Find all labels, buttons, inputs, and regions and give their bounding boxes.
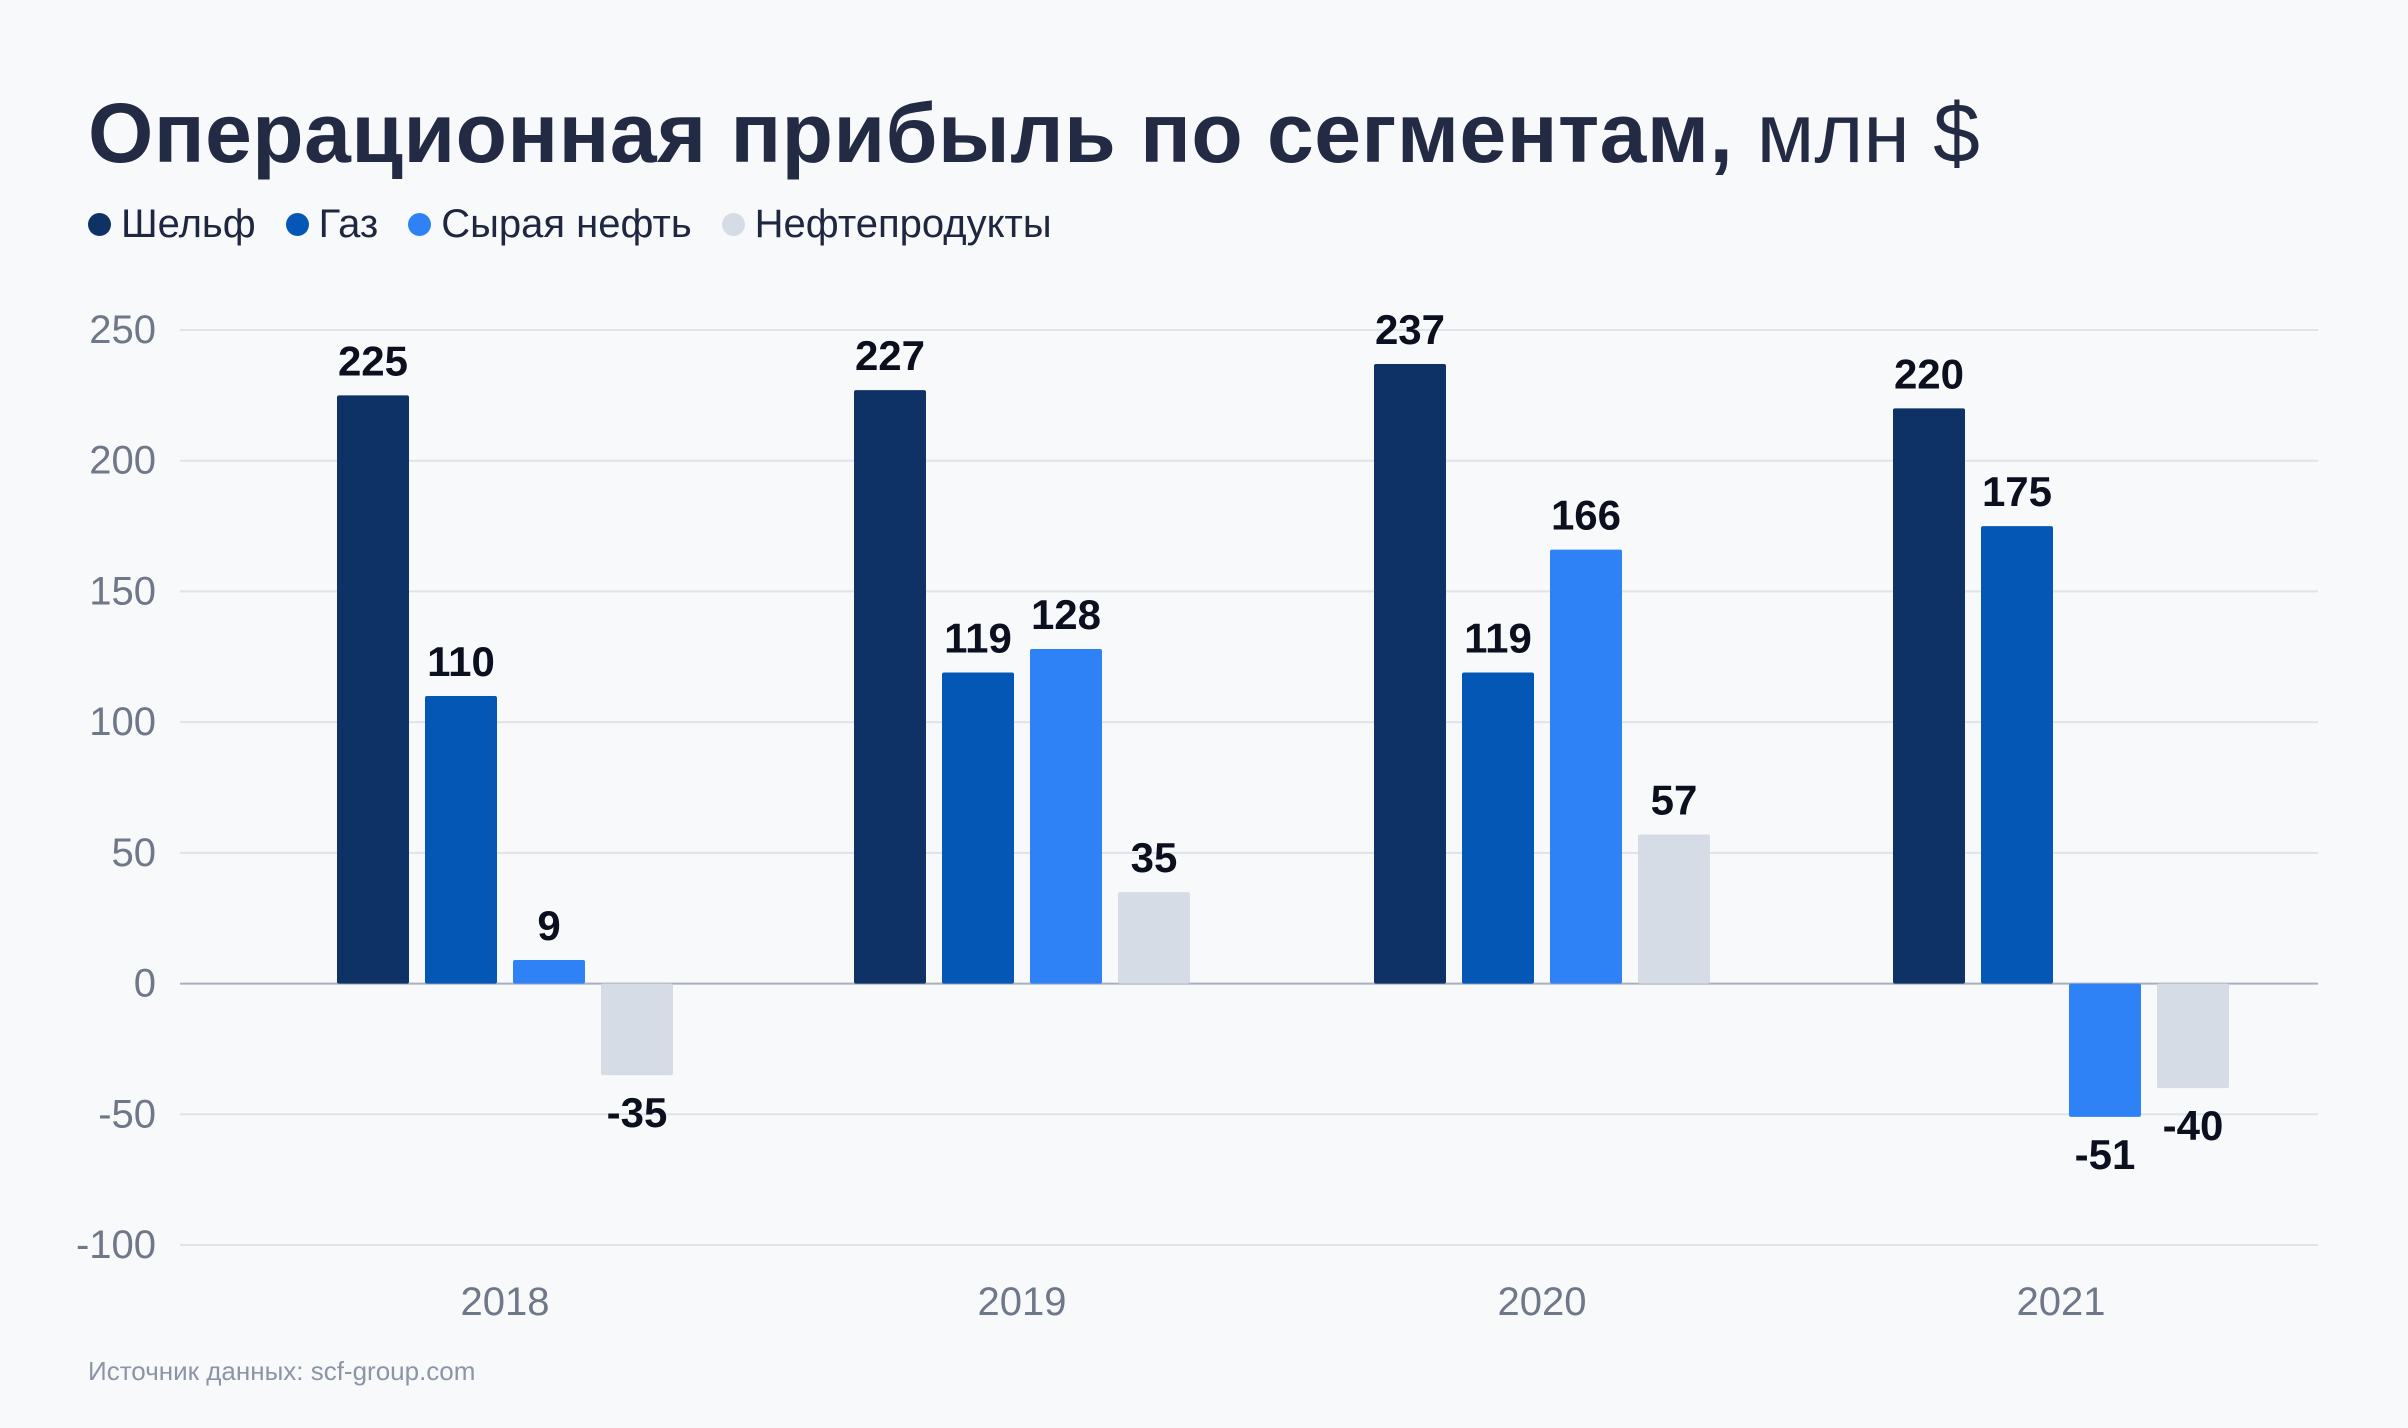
legend-item: Нефтепродукты [721, 201, 1052, 247]
data-label: 119 [944, 614, 1012, 661]
bar [1462, 672, 1534, 984]
bar [1981, 526, 2053, 984]
y-tick-label: 200 [89, 439, 156, 483]
legend-swatch [408, 212, 432, 236]
data-label: 166 [1551, 492, 1621, 539]
chart-title: Операционная прибыль по сегментам, млн $ [88, 78, 1980, 188]
bar [2069, 983, 2141, 1117]
data-label: 175 [1982, 468, 2052, 515]
data-label: 110 [427, 638, 495, 685]
data-label: -40 [2163, 1102, 2224, 1149]
legend-swatch [721, 212, 745, 236]
data-label: 119 [1464, 614, 1532, 661]
bar [1638, 834, 1710, 984]
bar [1118, 892, 1190, 984]
y-tick-label: 0 [134, 962, 156, 1006]
data-label: 227 [855, 332, 925, 379]
chart-title-unit: млн $ [1756, 86, 1980, 180]
bar [1374, 363, 1446, 984]
y-tick-label: -100 [76, 1223, 156, 1267]
bar [425, 696, 497, 984]
legend-item: Газ [285, 201, 379, 247]
data-label: 128 [1031, 591, 1101, 638]
data-label: 237 [1375, 306, 1445, 353]
bar [1893, 408, 1965, 984]
y-tick-label: 100 [89, 700, 156, 744]
bar [513, 960, 585, 984]
bar [1550, 549, 1622, 984]
chart-title-main: Операционная прибыль по сегментам, [88, 86, 1734, 180]
data-label: 9 [537, 902, 560, 949]
data-label: -51 [2075, 1131, 2136, 1178]
bar [942, 672, 1014, 984]
y-tick-label: 250 [89, 308, 156, 352]
y-tick-label: -50 [98, 1092, 156, 1136]
data-label: -35 [607, 1089, 668, 1136]
y-tick-label: 50 [112, 831, 157, 875]
legend-label: Сырая нефть [441, 201, 692, 246]
data-label: 35 [1131, 834, 1178, 881]
bar [337, 395, 409, 984]
data-label: 220 [1894, 350, 1964, 397]
legend-label: Шельф [121, 201, 256, 246]
y-tick-label: 150 [89, 569, 156, 613]
x-tick-label: 2019 [978, 1280, 1067, 1324]
legend-item: Шельф [88, 202, 256, 247]
data-label: 225 [338, 337, 408, 384]
data-label: 57 [1651, 777, 1698, 824]
x-tick-label: 2021 [2017, 1280, 2106, 1324]
x-tick-label: 2020 [1498, 1280, 1587, 1324]
legend-label: Нефтепродукты [754, 201, 1052, 246]
bar [2157, 983, 2229, 1089]
legend-label: Газ [318, 201, 379, 246]
bar [601, 983, 673, 1076]
chart-legend: Шельф Газ Сырая нефть Нефтепродукты [88, 196, 1052, 252]
bar [1030, 648, 1102, 984]
legend-swatch [88, 212, 111, 236]
bar [854, 390, 926, 984]
source-note: Источник данных: scf-group.com [88, 1356, 476, 1386]
x-tick-label: 2018 [461, 1280, 550, 1324]
legend-swatch [285, 212, 309, 236]
legend-item: Сырая нефть [408, 201, 692, 247]
